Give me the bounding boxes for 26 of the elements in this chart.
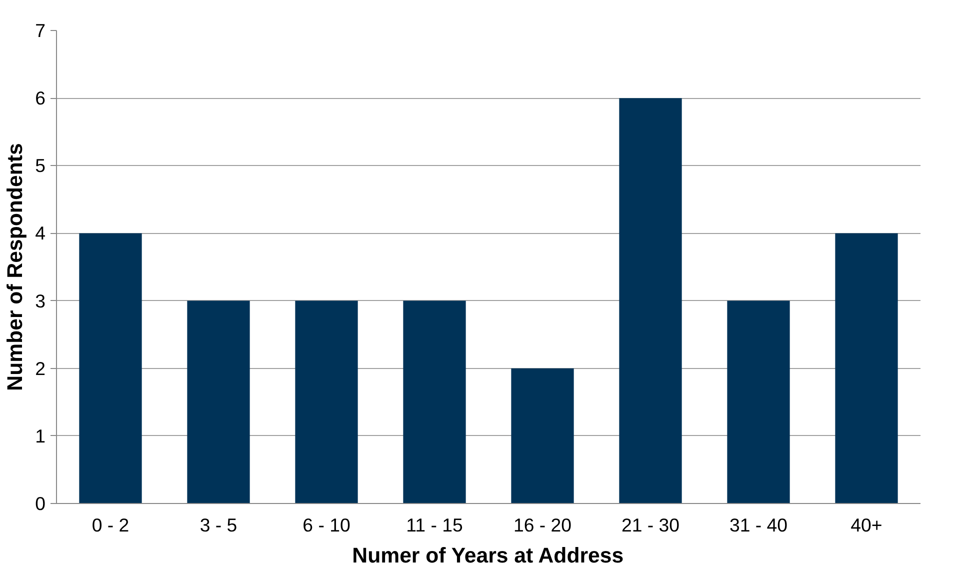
y-tick-label: 6 [35,88,46,109]
y-tick-label: 5 [35,155,46,176]
bar [187,300,250,504]
bar [619,98,682,504]
bar [727,300,790,504]
bar [79,233,142,504]
bar [511,368,574,504]
bar [835,233,898,504]
x-tick-label: 31 - 40 [729,514,788,536]
x-axis-title: Numer of Years at Address [352,544,624,568]
y-tick-label: 4 [35,222,46,244]
x-tick-label: 21 - 30 [621,514,680,536]
bar [295,300,358,504]
x-tick-label: 3 - 5 [200,514,238,536]
bar [403,300,466,504]
x-tick-label: 40+ [850,514,882,536]
y-tick-label: 1 [35,425,46,446]
x-tick-label: 0 - 2 [92,514,130,536]
y-axis-title: Number of Respondents [3,143,28,391]
y-tick-label: 7 [35,20,46,41]
x-tick-label: 11 - 15 [406,514,463,536]
y-tick-label: 2 [35,358,46,379]
x-tick-label: 6 - 10 [302,514,350,536]
y-tick-label: 0 [35,493,46,514]
x-tick-label: 16 - 20 [513,514,572,536]
y-tick-label: 3 [35,290,46,312]
